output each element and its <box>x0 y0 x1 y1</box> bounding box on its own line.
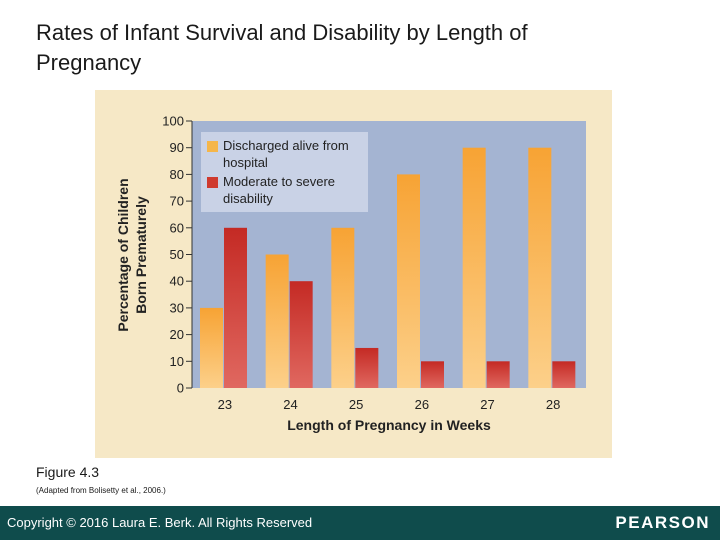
y-tick-label: 100 <box>162 114 184 129</box>
bar-disability <box>421 361 444 388</box>
y-tick-label: 50 <box>170 247 184 262</box>
bar-discharged <box>265 254 289 388</box>
y-tick-label: 0 <box>177 381 184 396</box>
bar-discharged <box>397 174 420 388</box>
figure-source: (Adapted from Bolisetty et al., 2006.) <box>36 486 166 495</box>
bar-disability <box>289 281 313 388</box>
bar-disability <box>486 361 510 388</box>
footer-bar: Copyright © 2016 Laura E. Berk. All Righ… <box>0 506 720 540</box>
figure-label: Figure 4.3 <box>36 464 100 480</box>
x-tick-label: 27 <box>480 397 494 412</box>
legend-label: hospital <box>223 155 268 170</box>
pearson-logo: PEARSON <box>615 513 710 532</box>
bar-discharged <box>528 147 552 388</box>
y-axis-title-line: Percentage of Children <box>115 178 131 331</box>
y-tick-label: 70 <box>170 194 184 209</box>
x-tick-label: 24 <box>283 397 297 412</box>
y-tick-label: 90 <box>170 140 184 155</box>
bar-disability <box>552 361 576 388</box>
y-tick-label: 60 <box>170 220 184 235</box>
x-tick-label: 23 <box>218 397 232 412</box>
legend-box <box>201 132 368 212</box>
y-tick-label: 20 <box>170 327 184 342</box>
y-tick-label: 30 <box>170 300 184 315</box>
bar-disability <box>224 227 247 388</box>
copyright-text: Copyright © 2016 Laura E. Berk. All Righ… <box>7 515 313 530</box>
legend-swatch-disability <box>207 177 218 188</box>
y-tick-label: 80 <box>170 167 184 182</box>
y-tick-label: 10 <box>170 354 184 369</box>
slide-title: Rates of Infant Survival and Disability … <box>36 20 528 75</box>
y-axis-title: Percentage of Children Born Prematurely <box>115 178 149 331</box>
x-tick-label: 28 <box>546 397 560 412</box>
legend-label: Moderate to severe <box>223 174 335 189</box>
bar-disability <box>355 347 379 388</box>
x-tick-label: 26 <box>415 397 429 412</box>
y-tick-label: 40 <box>170 274 184 289</box>
legend-swatch-discharged <box>207 141 218 152</box>
bar-discharged <box>331 227 355 388</box>
chart-panel: 0 10 20 30 40 50 60 70 80 90 100 23 24 25 26 27 28 Length… <box>95 90 612 458</box>
y-axis-title-line: Born Prematurely <box>133 196 149 314</box>
bar-discharged <box>200 307 223 388</box>
legend-label: Discharged alive from <box>223 138 349 153</box>
legend-label: disability <box>223 191 273 206</box>
x-axis-title: Length of Pregnancy in Weeks <box>287 417 491 433</box>
bar-discharged <box>462 147 486 388</box>
x-tick-label: 25 <box>349 397 363 412</box>
bar-chart: 0 10 20 30 40 50 60 70 80 90 100 23 24 25 26 27 28 Length… <box>115 114 586 433</box>
